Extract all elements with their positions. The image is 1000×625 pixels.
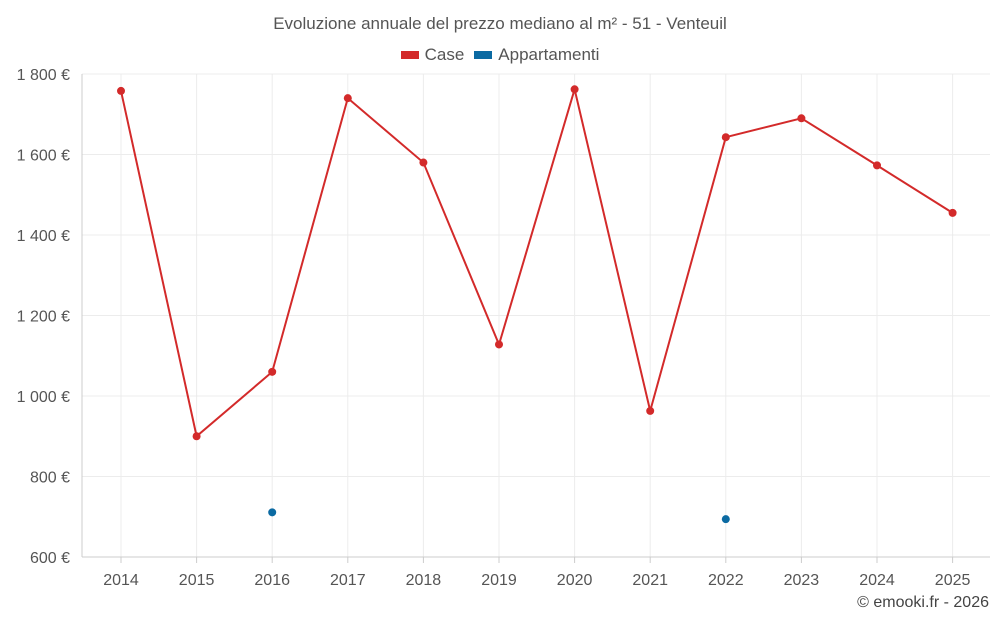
x-tick-label: 2023 [784,572,820,589]
data-point-case [192,432,201,441]
y-tick-label: 1 000 € [17,389,70,406]
data-point-case [797,114,806,123]
legend-swatch-case [400,51,419,59]
y-tick-label: 800 € [30,470,70,487]
x-tick-label: 2016 [254,572,290,589]
x-tick-label: 2020 [557,572,593,589]
legend-swatch-appartamenti [474,51,493,59]
legend-label-appartamenti: Appartamenti [498,45,600,64]
y-tick-label: 600 € [30,550,70,567]
y-tick-label: 1 600 € [17,148,70,165]
legend-item-case[interactable]: Case [400,45,465,65]
data-point-case [721,133,730,142]
x-tick-label: 2022 [708,572,744,589]
x-tick-label: 2017 [330,572,366,589]
series-line-case [120,85,954,439]
x-tick-label: 2019 [481,572,517,589]
data-point-case [419,158,428,167]
x-tick-label: 2021 [632,572,668,589]
data-point-case [948,208,957,217]
y-tick-label: 1 200 € [17,309,70,326]
data-point-case [343,94,352,103]
data-point-case [570,85,579,94]
data-point-case [495,340,503,349]
chart-title: Evoluzione annuale del prezzo mediano al… [273,14,727,33]
y-tick-label: 1 400 € [17,228,70,245]
credit-text: © emooki.fr - 2026 [857,594,989,611]
x-tick-label: 2024 [859,572,895,589]
x-tick-label: 2015 [179,572,215,589]
x-tick-label: 2014 [103,572,139,589]
legend-item-appartamenti[interactable]: Appartamenti [474,45,599,65]
x-tick-label: 2018 [406,572,442,589]
x-tick-label: 2025 [935,572,971,589]
data-point-appartamenti [721,515,730,524]
data-point-case [646,406,655,415]
data-point-case [117,86,125,95]
y-tick-label: 1 800 € [17,67,70,84]
data-point-appartamenti [268,508,277,517]
legend-label-case: Case [424,45,465,64]
data-point-case [873,161,881,170]
data-point-case [268,367,277,376]
legend: Case Appartamenti [0,45,1000,65]
